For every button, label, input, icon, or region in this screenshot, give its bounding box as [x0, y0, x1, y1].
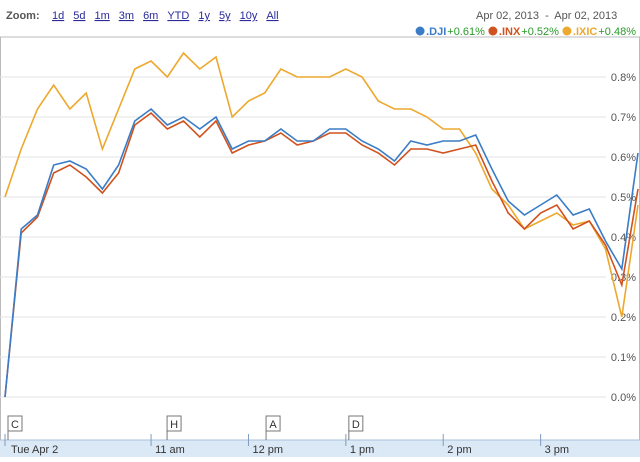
y-tick-label: 0.5%: [611, 192, 636, 204]
legend-change: +0.52%: [521, 26, 559, 38]
flag-label: C: [11, 419, 19, 431]
legend-name: .INX: [499, 26, 521, 38]
legend-name: .DJI: [426, 26, 446, 38]
zoom-option[interactable]: 5d: [73, 10, 85, 22]
date-range: Apr 02, 2013 - Apr 02, 2013: [476, 10, 617, 22]
x-tick-label: 2 pm: [447, 444, 471, 456]
zoom-option[interactable]: 6m: [143, 10, 158, 22]
zoom-option[interactable]: 3m: [119, 10, 134, 22]
zoom-option[interactable]: 10y: [240, 10, 258, 22]
y-tick-label: 0.0%: [611, 392, 636, 404]
x-tick-label: 3 pm: [545, 444, 569, 456]
series-line: [4, 111, 639, 398]
flag[interactable]: [166, 415, 182, 432]
legend-change: +0.48%: [598, 26, 636, 38]
y-tick-label: 0.1%: [611, 352, 636, 364]
zoom-option[interactable]: All: [266, 10, 278, 22]
x-tick-label: Tue Apr 2: [11, 444, 58, 456]
x-axis-band: [0, 440, 640, 457]
flag-label: A: [269, 419, 277, 431]
zoom-option[interactable]: YTD: [167, 10, 189, 22]
x-tick-label: 12 pm: [252, 444, 283, 456]
x-tick-label: 1 pm: [350, 444, 374, 456]
legend-name: .IXIC: [573, 26, 598, 38]
zoom-option[interactable]: 1m: [95, 10, 110, 22]
zoom-label: Zoom:: [6, 10, 40, 22]
series-line: [4, 51, 639, 318]
flag[interactable]: [265, 415, 281, 432]
legend-dot: [415, 26, 425, 36]
zoom-option[interactable]: 5y: [219, 10, 231, 22]
zoom-option[interactable]: 1d: [52, 10, 64, 22]
flag-label: H: [170, 419, 178, 431]
flag[interactable]: [348, 415, 364, 432]
series-line: [4, 107, 639, 398]
y-tick-label: 0.6%: [611, 152, 636, 164]
legend-dot: [488, 26, 498, 36]
y-tick-label: 0.8%: [611, 72, 636, 84]
legend-dot: [562, 26, 572, 36]
legend-change: +0.61%: [447, 26, 485, 38]
x-tick-label: 11 am: [155, 444, 185, 456]
y-tick-label: 0.2%: [611, 312, 636, 324]
flag[interactable]: [7, 415, 23, 432]
y-tick-label: 0.7%: [611, 112, 636, 124]
flag-label: D: [352, 419, 360, 431]
zoom-option[interactable]: 1y: [198, 10, 210, 22]
